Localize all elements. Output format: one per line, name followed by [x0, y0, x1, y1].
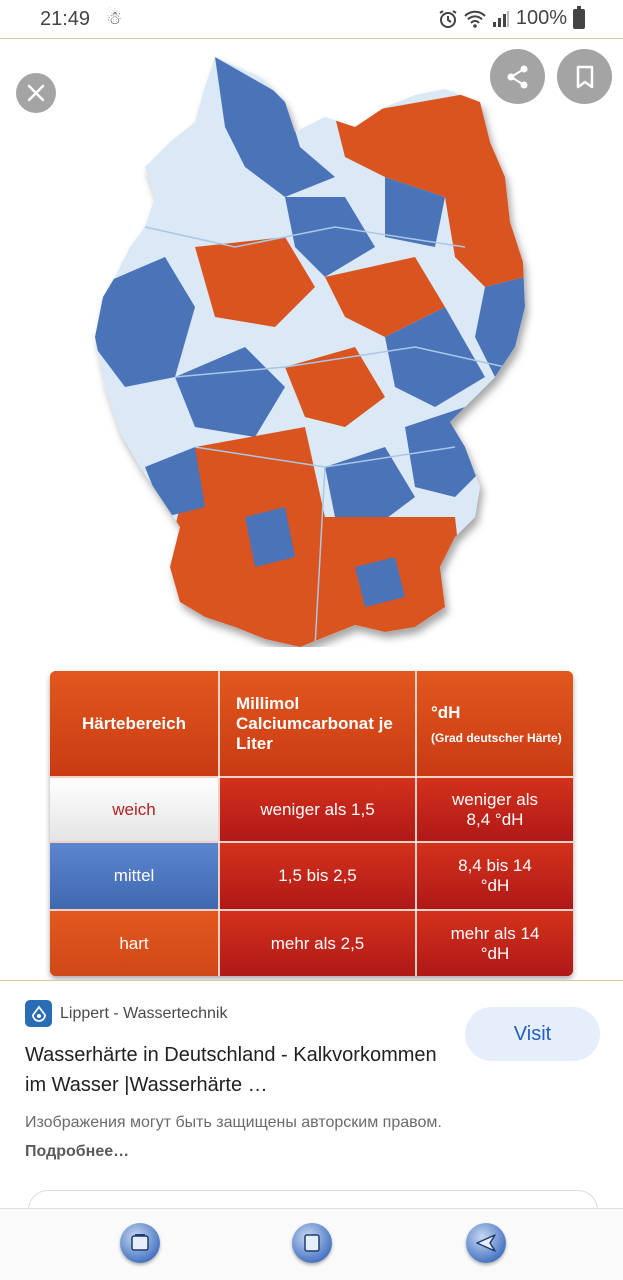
source-name[interactable]: Lippert - Wassertechnik — [60, 1005, 228, 1022]
close-button[interactable] — [16, 73, 56, 113]
copyright-notice: Изображения могут быть защищены авторски… — [25, 1108, 465, 1166]
wifi-icon — [464, 10, 486, 28]
close-icon — [27, 84, 45, 102]
notification-icon: ☃ — [106, 8, 123, 28]
visit-button[interactable]: Visit — [465, 1007, 600, 1061]
row-hart-mmol: mehr als 2,5 — [220, 911, 415, 976]
copyright-text: Изображения могут быть защищены авторски… — [25, 1114, 442, 1131]
source-logo — [25, 1000, 52, 1027]
back-button[interactable] — [466, 1223, 506, 1263]
back-icon — [476, 1234, 496, 1252]
home-icon — [304, 1234, 320, 1252]
row-weich-range: weich — [50, 778, 218, 841]
navigation-bar — [0, 1208, 623, 1280]
table-divider — [50, 909, 573, 911]
header-dh-label: °dH — [431, 702, 461, 722]
bookmark-button[interactable] — [557, 49, 612, 104]
signal-icon — [492, 10, 509, 27]
row-weich-dh: weniger als 8,4 °dH — [417, 778, 573, 841]
recent-apps-button[interactable] — [120, 1223, 160, 1263]
status-time: 21:49 — [40, 8, 91, 30]
result-title[interactable]: Wasserhärte in Deutschland - Kalkvorkomm… — [25, 1044, 437, 1096]
table-divider — [50, 841, 573, 843]
row-mittel-mmol: 1,5 bis 2,5 — [220, 843, 415, 909]
bookmark-icon — [576, 65, 593, 88]
share-button[interactable] — [490, 49, 545, 104]
header-mmol: Millimol Calciumcarbonat je Liter — [220, 671, 415, 776]
row-mittel-dh: 8,4 bis 14 °dH — [417, 843, 573, 909]
header-range: Härtebereich — [50, 671, 218, 776]
header-dh-note: (Grad deutscher Härte) — [431, 730, 562, 745]
table-divider — [415, 671, 417, 976]
water-drop-icon — [31, 1005, 46, 1022]
battery-level: 100% — [515, 7, 567, 29]
recent-apps-icon — [131, 1234, 149, 1251]
share-icon — [507, 65, 527, 88]
row-weich-mmol: weniger als 1,5 — [220, 778, 415, 841]
row-mittel-range: mittel — [50, 843, 218, 909]
battery-icon — [573, 5, 585, 29]
status-icons: 100% — [438, 5, 585, 30]
hardness-table: Härtebereich Millimol Calciumcarbonat je… — [50, 671, 573, 976]
alarm-icon — [439, 9, 457, 28]
row-hart-range: hart — [50, 911, 218, 976]
home-button[interactable] — [292, 1223, 332, 1263]
more-link[interactable]: Подробнее… — [25, 1143, 130, 1160]
table-divider — [50, 776, 573, 778]
row-hart-dh: mehr als 14 °dH — [417, 911, 573, 976]
status-bar: 21:49 ☃ 100% — [0, 0, 623, 38]
image-viewer[interactable]: Härtebereich Millimol Calciumcarbonat je… — [0, 38, 623, 981]
header-dh: °dH (Grad deutscher Härte) — [417, 671, 573, 776]
germany-water-hardness-map — [95, 57, 525, 647]
table-divider — [218, 671, 220, 976]
